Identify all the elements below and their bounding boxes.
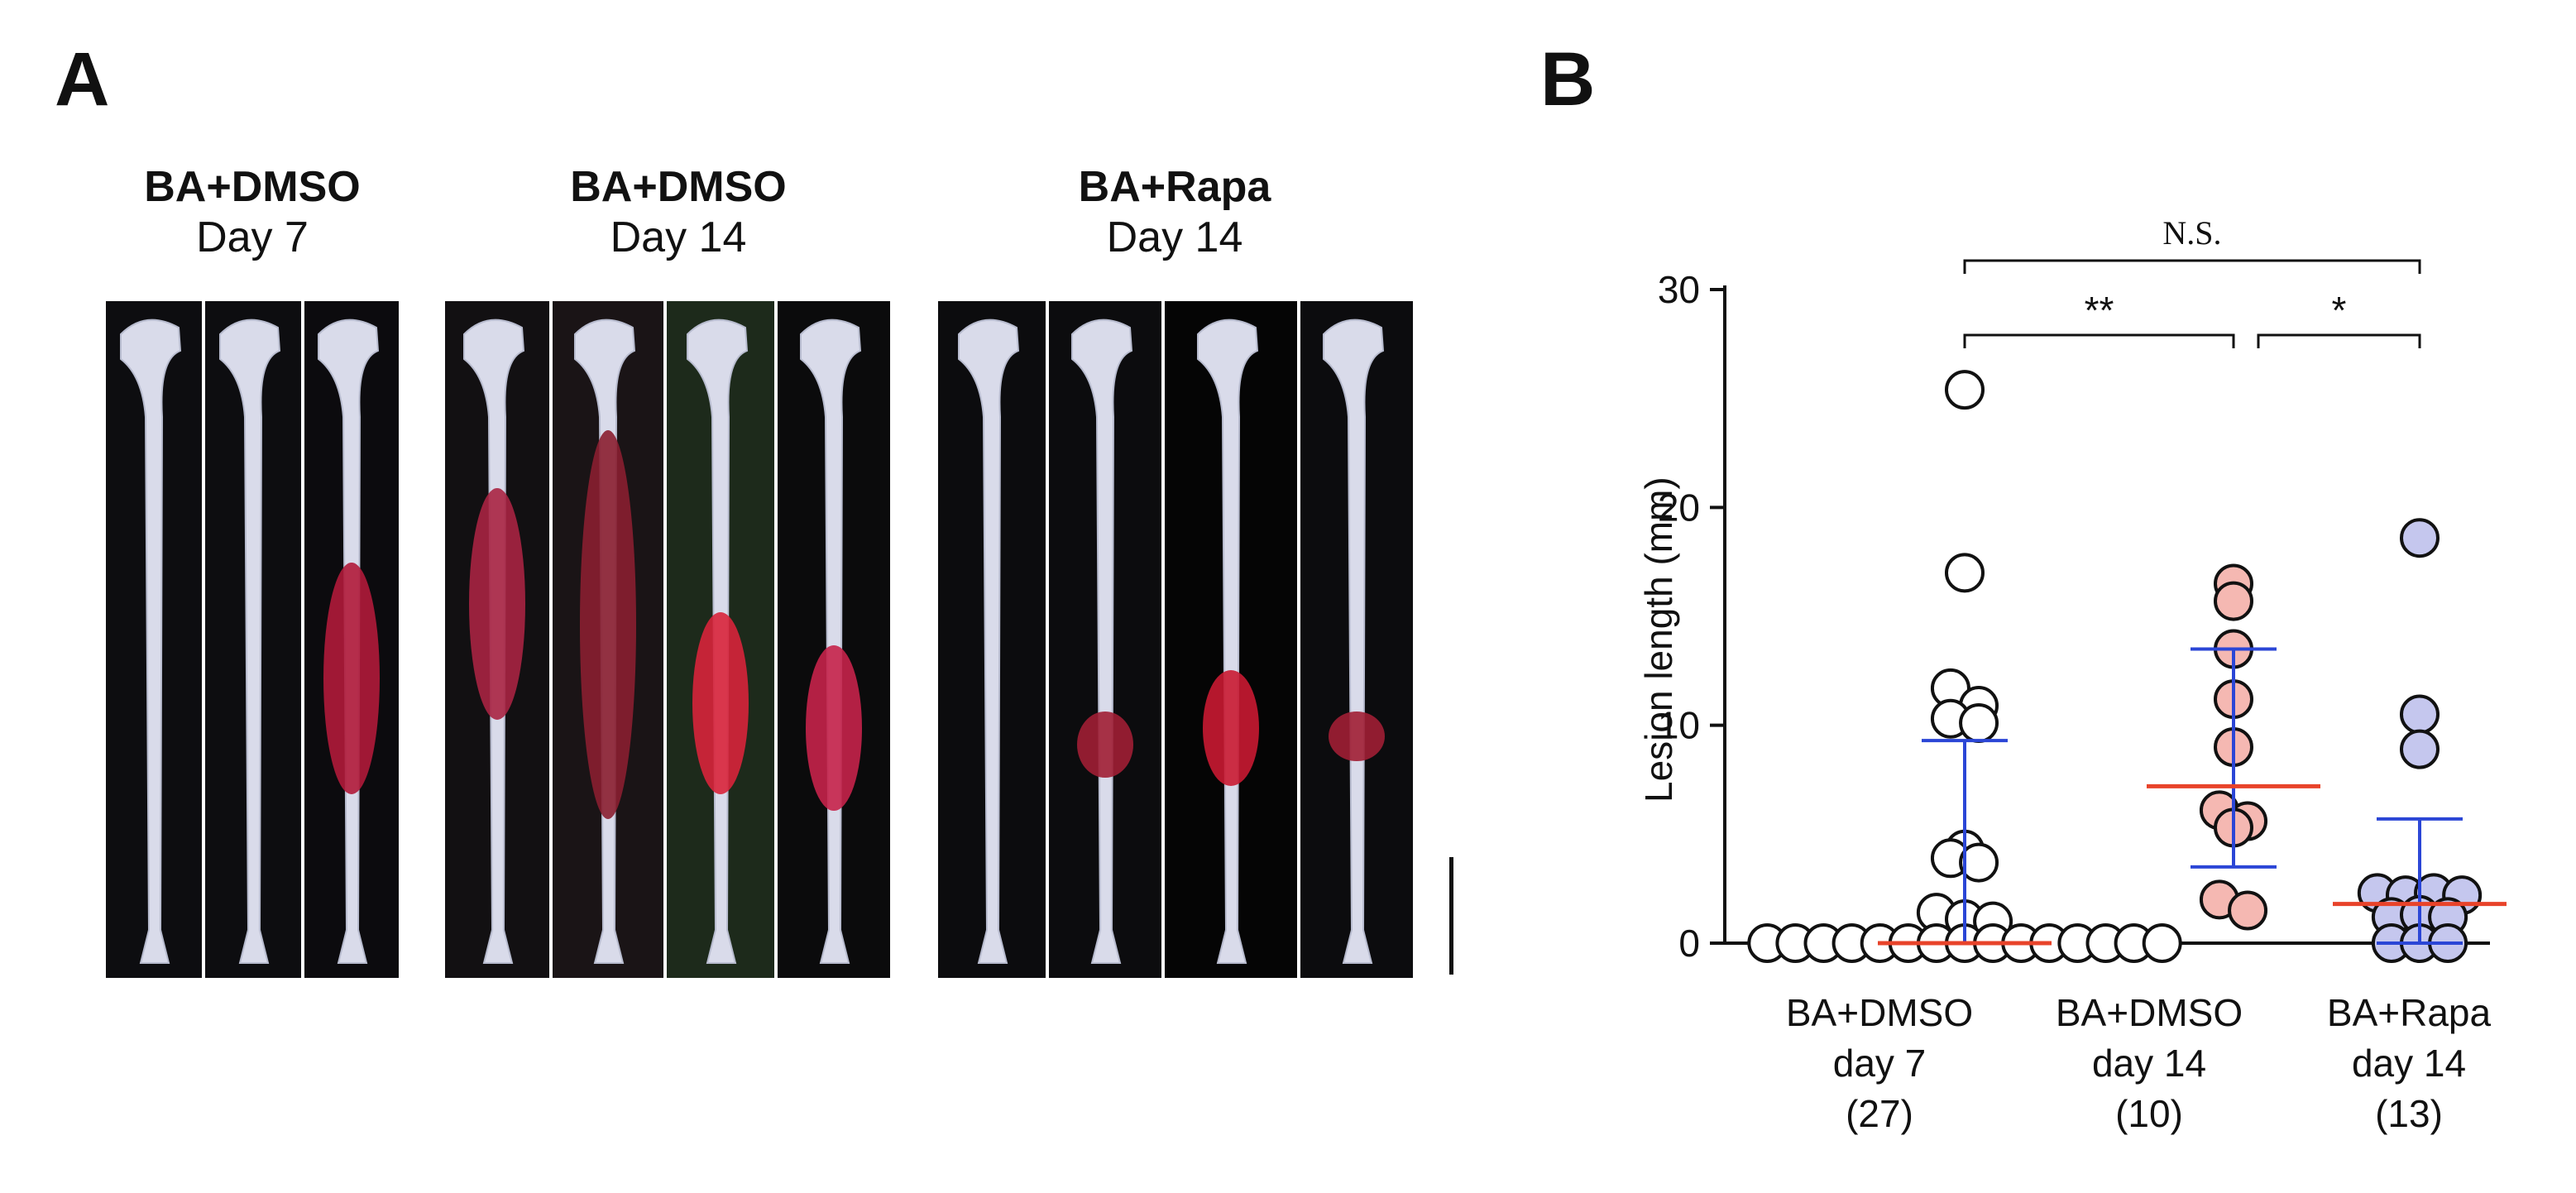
lesion-region <box>323 563 380 794</box>
aorta-strip <box>1049 301 1161 978</box>
lesion-region <box>806 645 862 811</box>
data-point <box>1945 370 1985 410</box>
category-line1: BA+DMSO <box>2055 991 2243 1034</box>
aorta-strip <box>304 301 399 978</box>
aorta-tissue <box>1323 319 1385 964</box>
group-title-line2: Day 14 <box>610 213 747 262</box>
group-title-line2: Day 7 <box>196 213 309 262</box>
category-line2: day 7 <box>1832 1042 1927 1085</box>
data-point <box>2228 890 2268 931</box>
aorta-strip <box>553 301 663 978</box>
category-line1: BA+Rapa <box>2326 991 2492 1034</box>
aorta-tissue <box>1071 319 1133 964</box>
data-point <box>2400 694 2440 735</box>
data-point <box>1959 703 1999 744</box>
category-line2: day 14 <box>2091 1042 2207 1085</box>
category-line2: day 14 <box>2351 1042 2467 1085</box>
category-line3: (27) <box>1846 1092 1913 1136</box>
aorta-strip <box>205 301 301 978</box>
y-tick-label: 10 <box>1658 704 1700 747</box>
category-line3: (10) <box>2115 1092 2183 1136</box>
aorta-tissue <box>120 319 182 964</box>
lesion-region <box>1077 711 1133 778</box>
aorta-strip <box>1300 301 1413 978</box>
data-point <box>2142 923 2182 963</box>
data-point <box>1959 842 1999 883</box>
category-label: BA+DMSO day 14 (10) <box>2025 988 2273 1140</box>
aorta-strip <box>778 301 890 978</box>
aorta-tissue <box>958 319 1020 964</box>
significance-bracket <box>1963 333 2235 348</box>
aorta-strip <box>1165 301 1297 978</box>
significance-bracket <box>2257 333 2421 348</box>
lesion-region <box>580 430 636 819</box>
aorta-strip <box>445 301 549 978</box>
lesion-region <box>692 612 749 794</box>
data-point <box>2400 518 2440 558</box>
aorta-strip <box>667 301 774 978</box>
data-point <box>2214 581 2253 621</box>
scale-bar <box>1449 857 1453 975</box>
group-title-day7: BA+DMSO Day 7 <box>124 162 381 264</box>
aorta-tissue <box>800 319 862 964</box>
group-title-line1: BA+DMSO <box>144 163 361 211</box>
panel-a-letter: A <box>55 37 110 122</box>
significance-label: * <box>2332 289 2347 332</box>
significance-label: ** <box>2085 289 2114 332</box>
y-tick-label: 20 <box>1658 486 1700 529</box>
category-line1: BA+DMSO <box>1785 991 1974 1034</box>
lesion-region <box>1203 670 1259 786</box>
data-point <box>2400 729 2440 769</box>
aorta-tissue <box>1197 319 1259 964</box>
aorta-tissue <box>219 319 281 964</box>
lesion-region <box>469 488 525 720</box>
lesion-region <box>1329 711 1385 761</box>
y-tick-label: 30 <box>1658 268 1700 311</box>
aorta-strip <box>938 301 1046 978</box>
data-point <box>1945 553 1985 593</box>
category-label: BA+Rapa day 14 (13) <box>2285 988 2533 1140</box>
category-label: BA+DMSO day 7 (27) <box>1755 988 2004 1140</box>
significance-label: N.S. <box>2162 214 2221 252</box>
group-title-line2: Day 14 <box>1106 213 1243 262</box>
y-tick-label: 0 <box>1678 922 1700 965</box>
panel-b-letter: B <box>1540 37 1596 122</box>
group-title-line1: BA+DMSO <box>570 163 787 211</box>
category-line3: (13) <box>2375 1092 2443 1136</box>
group-title-rapa-day14: BA+Rapa Day 14 <box>1034 162 1315 264</box>
aorta-strip <box>106 301 202 978</box>
group-title-dmso-day14: BA+DMSO Day 14 <box>538 162 819 264</box>
significance-bracket <box>1963 259 2421 274</box>
group-title-line1: BA+Rapa <box>1078 163 1271 211</box>
